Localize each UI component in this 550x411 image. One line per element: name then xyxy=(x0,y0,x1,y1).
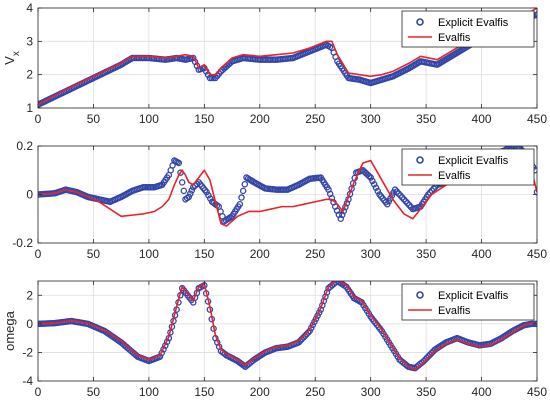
data-point xyxy=(187,190,194,197)
series-line xyxy=(38,8,537,106)
data-point xyxy=(188,187,196,194)
legend-box xyxy=(401,283,535,321)
legend-box xyxy=(401,148,535,186)
series-line xyxy=(38,281,537,371)
legend-marker-circle xyxy=(416,291,424,299)
y-axis-label: omega xyxy=(2,310,17,351)
series-evalfis xyxy=(38,281,537,371)
x-tick-label: 50 xyxy=(87,112,101,126)
data-point xyxy=(185,193,193,201)
data-point xyxy=(175,159,183,167)
x-tick-label: 100 xyxy=(139,385,159,399)
data-point xyxy=(339,211,346,219)
x-tick-label: 150 xyxy=(194,112,214,126)
x-tick-label: 300 xyxy=(361,112,381,126)
y-tick-label: 0 xyxy=(26,317,33,331)
data-point xyxy=(203,188,210,196)
data-point xyxy=(178,179,186,186)
x-tick-label: 400 xyxy=(472,112,492,126)
y-tick-label: 1 xyxy=(26,101,33,115)
series-evalfis xyxy=(38,8,537,106)
legend-label: Explicit Evalfis xyxy=(438,290,509,302)
y-tick-label: 4 xyxy=(26,1,33,15)
x-tick-label: 400 xyxy=(472,385,492,399)
axes-box xyxy=(37,280,538,382)
data-point xyxy=(374,187,382,195)
x-tick-label: 300 xyxy=(361,385,381,399)
legend-label: Evalfis xyxy=(438,170,471,182)
data-point xyxy=(241,180,249,188)
data-point xyxy=(370,181,378,188)
x-tick-label: 300 xyxy=(361,247,381,261)
y-tick-label: -0.2 xyxy=(12,236,33,250)
x-tick-label: 350 xyxy=(416,112,436,126)
x-tick-label: 0 xyxy=(35,247,42,261)
y-tick-label: 2 xyxy=(26,68,33,82)
series-line xyxy=(38,152,537,227)
y-tick-label: 3 xyxy=(26,34,33,48)
legend-label: Explicit Evalfis xyxy=(438,155,509,167)
data-point xyxy=(369,177,376,185)
subplot-1: 0 50 100 150 200 250 300 350 400 450 1 2 3 4 Vx Explici… xyxy=(2,1,547,126)
y-tick-label: -2 xyxy=(22,345,33,359)
data-point xyxy=(372,184,380,191)
legend-marker-circle xyxy=(416,18,424,26)
legend: Explicit Evalfis Evalfis xyxy=(401,283,535,321)
y-tick-label: 2 xyxy=(26,288,33,302)
x-tick-label: 100 xyxy=(139,247,159,261)
data-point xyxy=(238,194,245,201)
x-tick-label: 400 xyxy=(472,247,492,261)
x-tick-label: 200 xyxy=(250,112,270,126)
x-tick-label: 350 xyxy=(416,385,436,399)
y-tick-label: -4 xyxy=(22,374,33,388)
x-tick-label: 150 xyxy=(194,247,214,261)
y-axis-label-subscript: x xyxy=(11,51,22,56)
data-point xyxy=(533,11,537,18)
data-point xyxy=(337,215,344,222)
legend-label: Evalfis xyxy=(438,32,471,44)
x-tick-label: 50 xyxy=(87,247,101,261)
x-tick-label: 350 xyxy=(416,247,436,261)
data-point xyxy=(365,172,373,180)
y-axis-label: Vx xyxy=(2,51,22,65)
x-tick-label: 200 xyxy=(250,247,270,261)
data-point xyxy=(180,187,188,195)
x-tick-label: 0 xyxy=(35,385,42,399)
data-point xyxy=(205,192,212,199)
x-tick-label: 50 xyxy=(87,385,101,399)
data-point xyxy=(236,200,244,208)
x-tick-label: 250 xyxy=(305,385,325,399)
data-point xyxy=(206,195,214,202)
x-tick-label: 450 xyxy=(527,112,547,126)
series-evalfis xyxy=(38,152,537,227)
y-tick-label: 0 xyxy=(26,188,33,202)
subplot-3: 0 50 100 150 200 250 300 350 400 450 -4 -2 0 2 omega Ex… xyxy=(2,280,547,399)
x-tick-label: 0 xyxy=(35,112,42,126)
legend-label: Evalfis xyxy=(438,305,471,317)
legend-label: Explicit Evalfis xyxy=(438,17,509,29)
x-tick-label: 250 xyxy=(305,247,325,261)
y-tick-label: 0.2 xyxy=(16,139,33,153)
x-tick-label: 250 xyxy=(305,112,325,126)
x-tick-label: 100 xyxy=(139,112,159,126)
legend: Explicit Evalfis Evalfis xyxy=(401,10,535,48)
series-explicit-evalfis xyxy=(38,146,537,225)
x-tick-label: 150 xyxy=(194,385,214,399)
x-tick-label: 200 xyxy=(250,385,270,399)
x-tick-label: 450 xyxy=(527,247,547,261)
data-point xyxy=(239,187,247,195)
legend-marker-circle xyxy=(416,156,424,164)
legend: Explicit Evalfis Evalfis xyxy=(401,148,535,186)
data-point xyxy=(304,329,312,336)
data-point xyxy=(367,174,374,181)
subplot-2: 0 50 100 150 200 250 300 350 400 450-0.200.2Expli… xyxy=(12,139,547,261)
legend-box xyxy=(401,10,535,48)
x-tick-label: 450 xyxy=(527,385,547,399)
axes-box xyxy=(37,7,538,109)
data-point xyxy=(533,188,537,196)
